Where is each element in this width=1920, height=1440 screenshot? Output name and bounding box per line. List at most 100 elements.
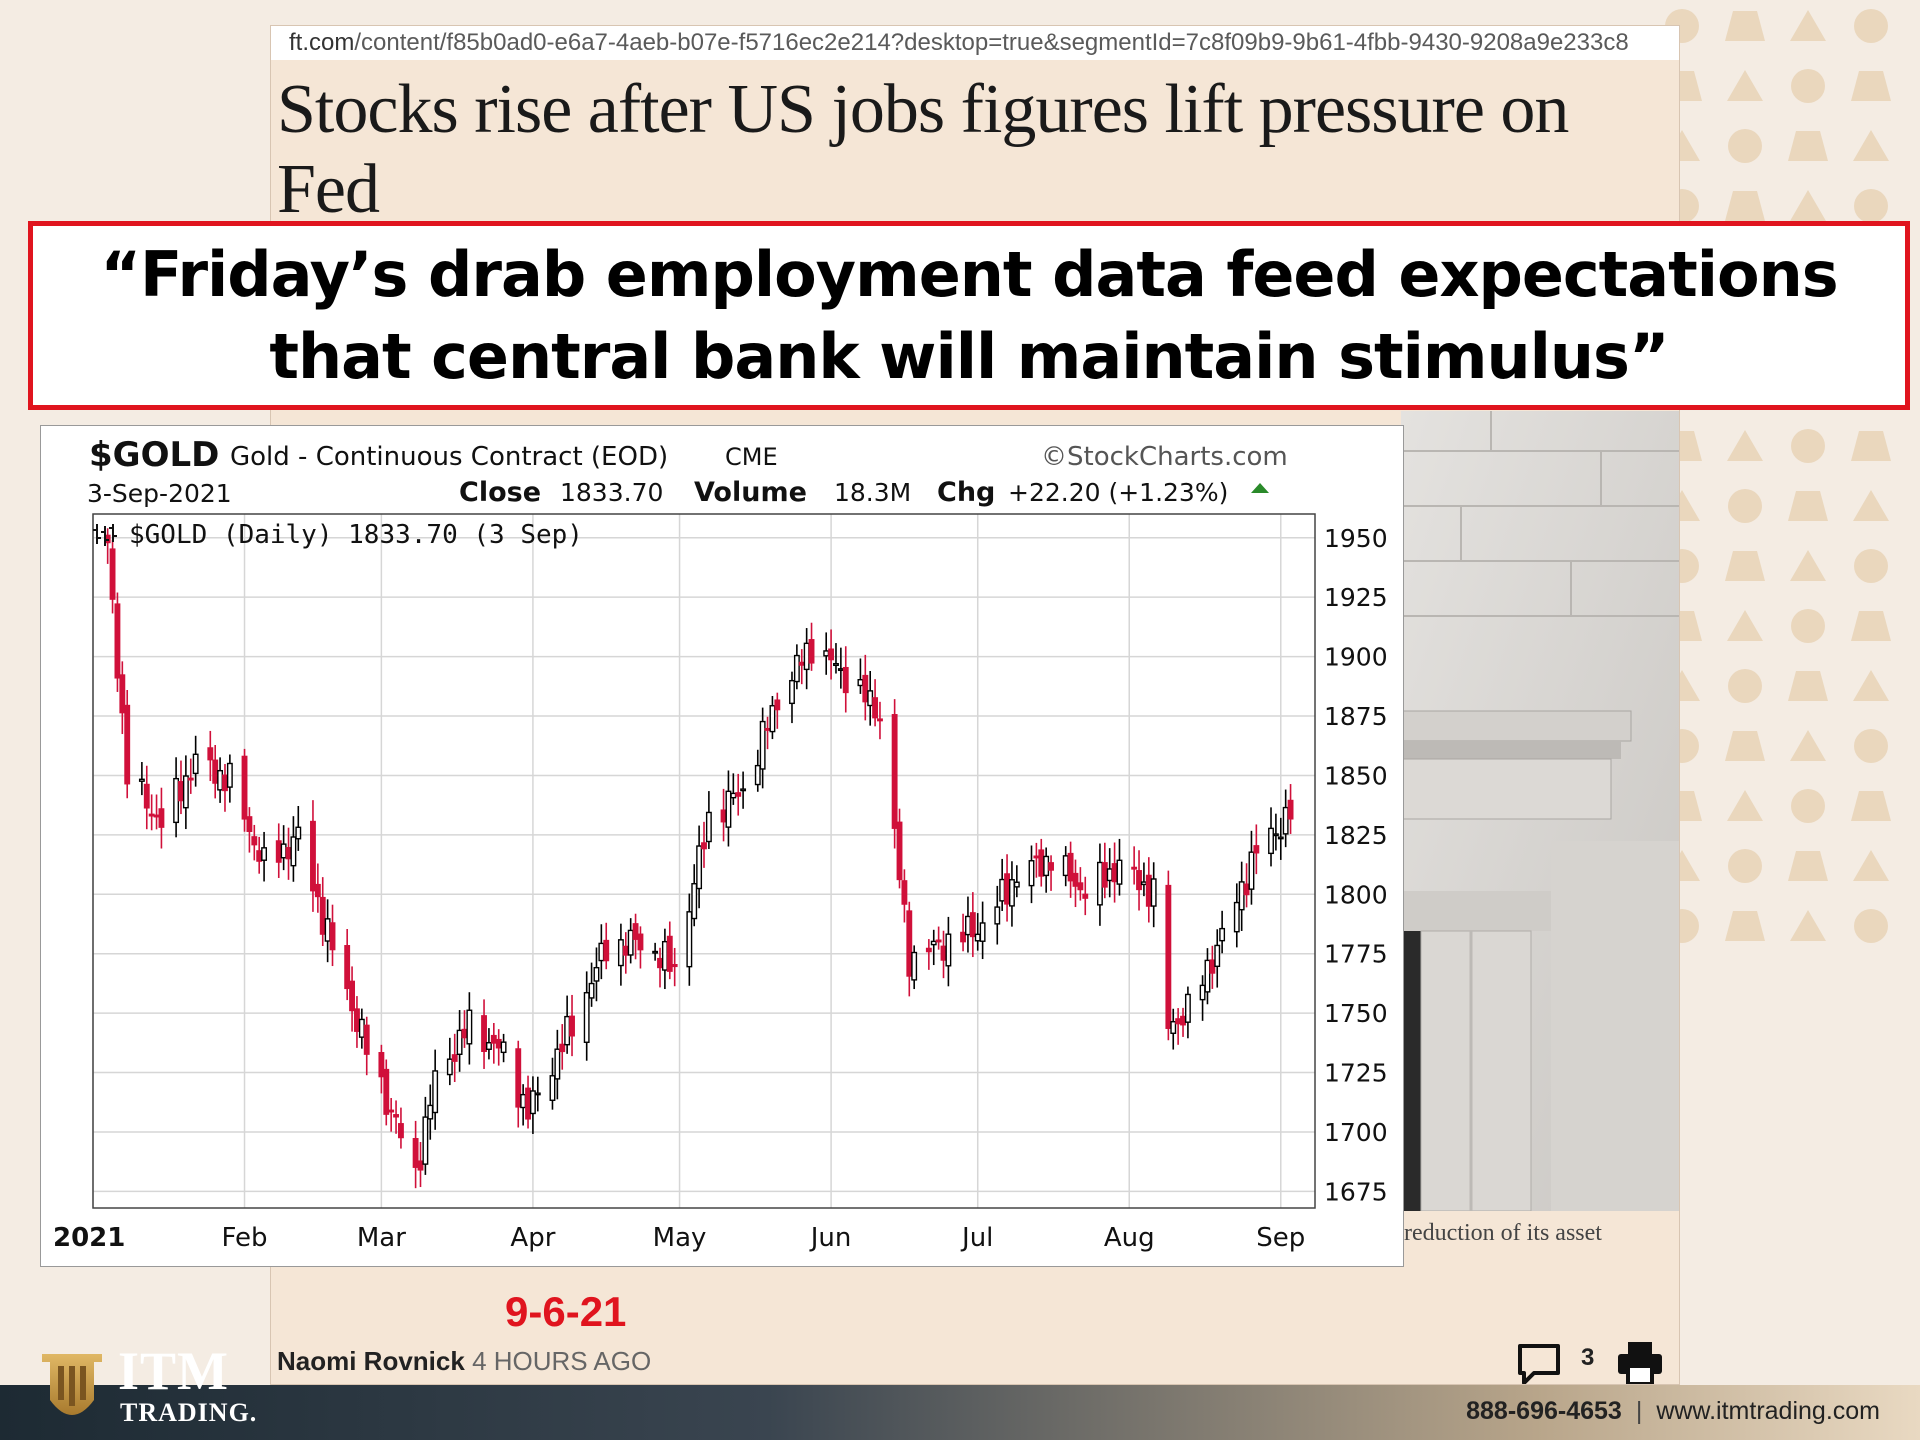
url-path: /content/f85b0ad0-e6a7-4aeb-b07e-f5716ec… (354, 29, 1629, 56)
candle (730, 773, 737, 805)
candle (456, 1010, 463, 1072)
x-tick-label: Jun (809, 1223, 852, 1253)
candle (515, 1040, 522, 1128)
candle (1170, 1008, 1177, 1050)
candle-body (1145, 874, 1152, 907)
candle-body (226, 762, 233, 788)
x-tick-label: Feb (222, 1223, 268, 1253)
pattern-trapezoid (1851, 791, 1891, 821)
candle (564, 995, 571, 1054)
url-bar[interactable]: ft.com/content/f85b0ad0-e6a7-4aeb-b07e-f… (271, 26, 1679, 60)
candle (652, 942, 659, 961)
candle-body (877, 718, 883, 722)
candle (569, 994, 575, 1057)
candle (940, 930, 947, 979)
candle-body (671, 963, 678, 968)
candle-body (280, 843, 287, 859)
candle (798, 649, 805, 685)
candle (686, 893, 693, 986)
candle-body (1253, 845, 1260, 854)
comment-icon[interactable] (1516, 1341, 1562, 1385)
comment-count[interactable]: 3 (1581, 1344, 1595, 1371)
author-name[interactable]: Naomi Rovnick (277, 1346, 465, 1376)
candle (1067, 841, 1074, 898)
candle-body (774, 699, 781, 711)
candle-body (837, 668, 844, 672)
pattern-triangle (1790, 10, 1826, 41)
pattern-circle (1791, 609, 1825, 643)
candle-body (1096, 861, 1103, 906)
candle-body (1106, 868, 1113, 882)
candle (393, 1100, 399, 1134)
candle (358, 1008, 365, 1049)
candle (461, 1010, 468, 1048)
print-icon[interactable] (1616, 1340, 1664, 1385)
candle (466, 992, 473, 1065)
candle-body (310, 820, 316, 892)
y-tick-label: 1700 (1324, 1118, 1388, 1147)
candle-body (720, 809, 727, 823)
footer-bar: 888-696-4653 | www.itmtrading.com (0, 1385, 1920, 1440)
candle-body (789, 679, 795, 705)
candle (290, 816, 297, 882)
candle-body (1131, 866, 1138, 870)
pattern-circle (1854, 189, 1888, 223)
candle-body (329, 922, 336, 951)
candle (495, 1029, 502, 1066)
candle-body (583, 992, 590, 1043)
candle-body (725, 790, 732, 828)
footer-phone[interactable]: 888-696-4653 (1466, 1397, 1622, 1425)
y-axis-ticks: 1950 1925 1900 1875 1850 1825 1800 1775 1750 1725… (1324, 524, 1388, 1207)
candle (1233, 883, 1240, 948)
candle-body (1082, 893, 1089, 899)
candle-body (1116, 859, 1123, 885)
candle (1238, 861, 1245, 931)
candle (896, 808, 903, 889)
candle-body (1287, 799, 1294, 820)
candle (764, 716, 771, 750)
logo-main-text: ITM (118, 1341, 229, 1401)
candle (344, 928, 351, 1001)
pattern-trapezoid (1788, 851, 1828, 881)
candle (178, 760, 184, 815)
candle-body (182, 775, 189, 809)
candle (158, 787, 165, 849)
candle-body (657, 957, 663, 969)
candle-body (1243, 883, 1250, 896)
pattern-triangle (1853, 490, 1889, 521)
candle-body (251, 836, 258, 846)
candle-body (593, 966, 600, 982)
candle-body (1101, 862, 1108, 888)
candle (1214, 929, 1221, 988)
footer-website[interactable]: www.itmtrading.com (1656, 1397, 1880, 1425)
candle (999, 858, 1006, 911)
candle (256, 836, 263, 874)
x-tick-label: Jul (960, 1223, 993, 1253)
candle (1219, 910, 1226, 954)
candle-body (1272, 833, 1279, 837)
candle-body (803, 642, 810, 671)
candle-body (1268, 827, 1274, 855)
candle (754, 749, 761, 792)
candle (774, 692, 781, 729)
candle-body (212, 759, 219, 784)
candle (872, 679, 879, 727)
quote-callout: “Friday’s drab employment data feed expe… (28, 221, 1910, 410)
candle-body (906, 910, 913, 977)
candle-body (833, 662, 839, 667)
candle (148, 794, 155, 831)
candle-body (432, 1070, 439, 1114)
x-tick-label: May (653, 1223, 707, 1253)
candle (1043, 847, 1050, 893)
candle (295, 805, 302, 851)
candle (1140, 862, 1147, 897)
candle (329, 904, 336, 967)
footer-separator: | (1635, 1397, 1643, 1425)
candle-body (383, 1068, 390, 1115)
candle-body (891, 714, 898, 829)
candle-body (1175, 1018, 1182, 1025)
candle (793, 644, 800, 690)
quote-text: “Friday’s drab employment data feed expe… (100, 234, 1838, 398)
candle-body (529, 1090, 536, 1115)
candle (1136, 850, 1142, 911)
